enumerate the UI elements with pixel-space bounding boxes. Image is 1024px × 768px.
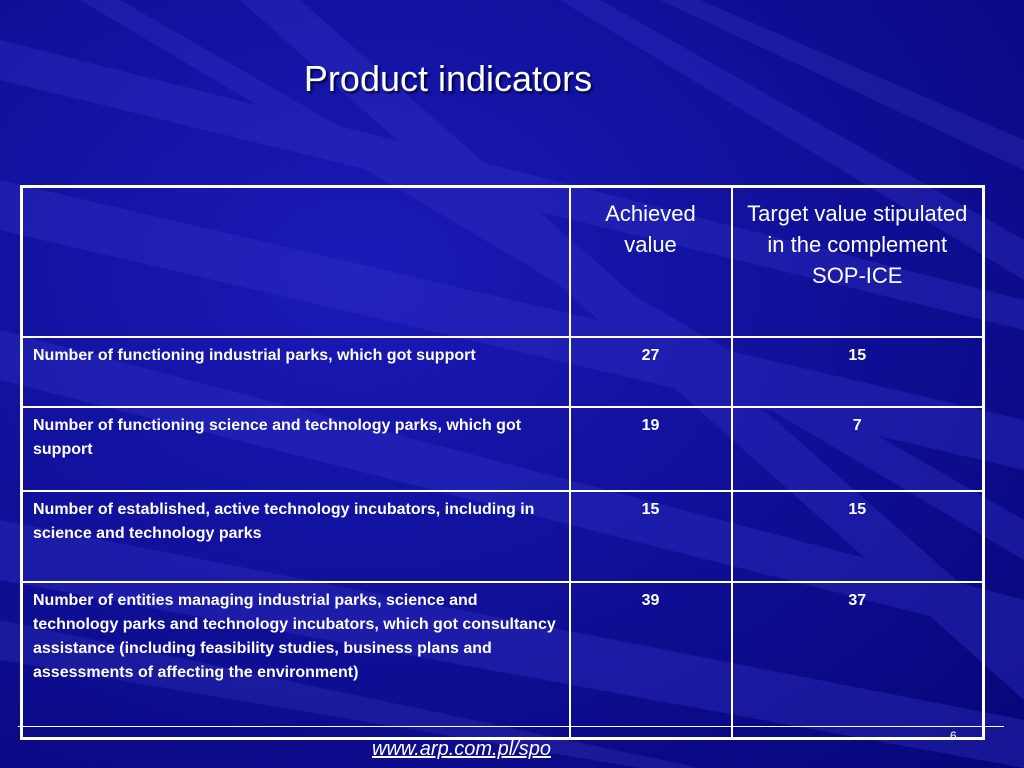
achieved-value-cell: 15 xyxy=(568,489,733,583)
row-label: Number of established, active technology… xyxy=(20,489,571,583)
target-value-cell: 15 xyxy=(730,489,985,583)
achieved-value-cell: 19 xyxy=(568,405,733,492)
target-value-cell: 15 xyxy=(730,335,985,408)
row-label: Number of entities managing industrial p… xyxy=(20,580,571,740)
header-achieved-value: Achieved value xyxy=(568,185,733,338)
footer-divider xyxy=(18,726,1004,727)
achieved-value-cell: 27 xyxy=(568,335,733,408)
header-row: Achieved value Target value stipulated i… xyxy=(20,185,985,338)
table-row: Number of functioning science and techno… xyxy=(20,405,985,492)
indicators-table: Achieved value Target value stipulated i… xyxy=(20,185,985,740)
row-label: Number of functioning science and techno… xyxy=(20,405,571,492)
page-number: 6 xyxy=(950,729,957,743)
header-corner-cell xyxy=(20,185,571,338)
table-row: Number of established, active technology… xyxy=(20,489,985,583)
target-value-cell: 37 xyxy=(730,580,985,740)
target-value-cell: 7 xyxy=(730,405,985,492)
footer-website-link[interactable]: www.arp.com.pl/spo xyxy=(372,738,551,760)
table-row: Number of functioning industrial parks, … xyxy=(20,335,985,408)
slide-title: Product indicators xyxy=(303,58,593,99)
row-label: Number of functioning industrial parks, … xyxy=(20,335,571,408)
table-row: Number of entities managing industrial p… xyxy=(20,580,985,740)
header-target-value: Target value stipulated in the complemen… xyxy=(730,185,985,338)
achieved-value-cell: 39 xyxy=(568,580,733,740)
